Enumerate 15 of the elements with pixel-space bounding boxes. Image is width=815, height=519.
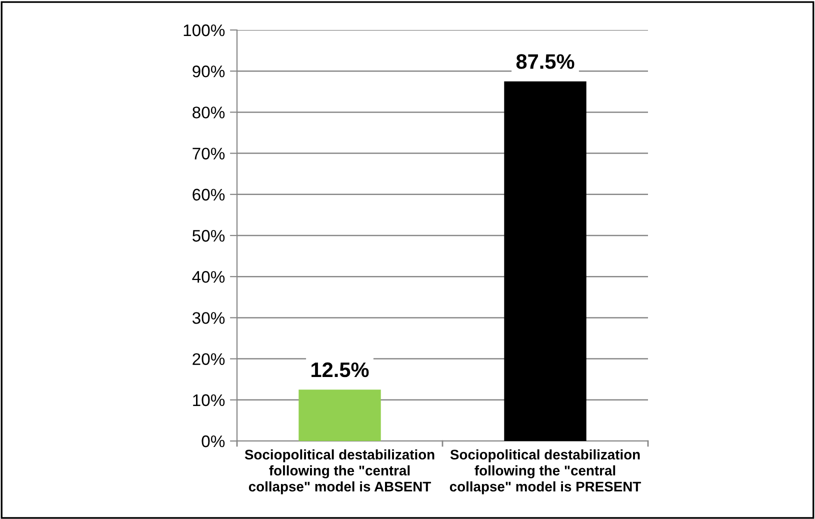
y-tick-label: 10% (193, 394, 225, 406)
y-tick-label: 20% (192, 353, 225, 366)
y-tick-label: 70% (192, 148, 225, 160)
y-tick-label: 50% (192, 230, 225, 242)
y-tick-label: 40% (192, 271, 225, 283)
y-tick-label: 30% (192, 312, 225, 324)
data-label: 87.5% (516, 54, 574, 69)
x-tick-label: Sociopolitical destabilization following the "central collapse" model is PRESENT (450, 449, 642, 494)
x-tick-label: Sociopolitical destabilization following the "central collapse" model is ABSENT (244, 449, 434, 494)
y-tick-label: 60% (192, 188, 225, 201)
y-tick-label: 0% (202, 435, 225, 448)
y-tick-label: 90% (192, 66, 225, 78)
data-label: 12.5% (312, 362, 369, 378)
y-tick-label: 100% (184, 24, 225, 36)
y-tick-label: 80% (192, 106, 225, 118)
